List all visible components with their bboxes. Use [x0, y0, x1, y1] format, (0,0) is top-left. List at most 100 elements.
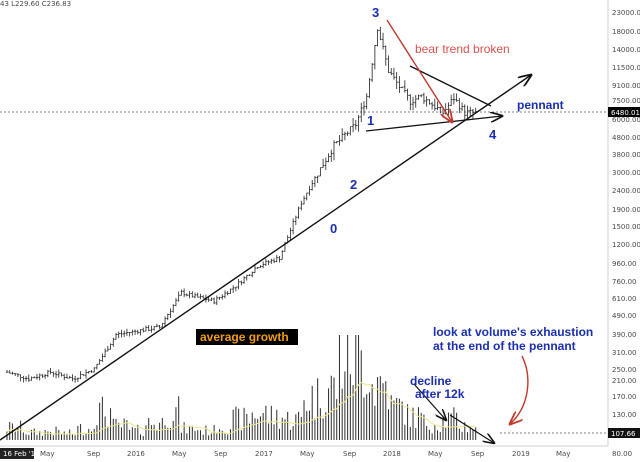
time-tick: Sep	[471, 450, 485, 458]
time-tick: 16 Feb '15	[3, 450, 40, 458]
volume-ma-line	[6, 382, 476, 435]
price-bar	[291, 218, 295, 235]
price-tick: 310.00	[612, 349, 637, 357]
price-tick: 3800.00	[612, 151, 640, 159]
price-bar	[35, 373, 39, 380]
wave-label-1: 1	[367, 113, 374, 128]
wave-label-4: 4	[489, 127, 497, 142]
price-bar	[27, 374, 30, 382]
price-bar	[73, 375, 77, 383]
price-bar	[177, 291, 180, 302]
price-bar	[199, 293, 202, 300]
price-tick: 210.00	[612, 377, 637, 385]
price-bar	[357, 114, 360, 132]
price-bar	[166, 313, 169, 321]
price-bar	[469, 106, 472, 117]
price-bar	[147, 325, 150, 332]
price-bar	[188, 291, 191, 299]
time-tick: May	[172, 450, 186, 458]
price-bar	[114, 332, 118, 340]
price-bar	[103, 348, 107, 358]
price-bar	[346, 131, 349, 137]
price-tick: 250.00	[612, 366, 637, 374]
price-bar	[117, 331, 120, 339]
price-bar	[390, 68, 393, 76]
price-bar	[403, 80, 407, 93]
price-bar	[248, 274, 251, 276]
price-bar	[237, 278, 240, 290]
price-bar	[425, 96, 428, 107]
price-bar	[215, 295, 219, 306]
price-bar	[316, 175, 319, 183]
price-bar	[150, 325, 153, 333]
wave-label-3: 3	[372, 5, 379, 20]
price-bar	[180, 289, 183, 296]
price-bar	[327, 153, 330, 163]
price-bar	[278, 255, 281, 263]
volume-layer	[6, 335, 477, 440]
price-bar	[409, 94, 412, 111]
price-bar	[335, 141, 338, 144]
price-bar	[196, 292, 199, 298]
price-bar	[240, 280, 243, 286]
price-bar	[305, 192, 308, 201]
price-bar	[370, 63, 374, 82]
price-tick: 7500.00	[612, 97, 640, 105]
price-bar	[33, 376, 36, 379]
price-bar	[136, 329, 139, 335]
decline-label-line2: after 12k	[415, 387, 465, 401]
price-bar	[174, 298, 178, 307]
time-tick: Sep	[214, 450, 228, 458]
price-bar	[71, 374, 74, 382]
bear-trend-arrow	[386, 19, 452, 122]
price-tick: 1900.00	[612, 206, 640, 214]
decline-label-line1: decline	[410, 374, 452, 388]
price-bar	[163, 316, 167, 328]
price-bar	[223, 290, 227, 299]
price-bar	[212, 297, 216, 305]
decline-arrow-2	[449, 414, 494, 443]
pennant-upper-line	[409, 65, 492, 107]
price-bar	[414, 95, 417, 108]
time-tick: 2017	[255, 450, 273, 458]
price-bar	[387, 55, 390, 74]
price-bar	[19, 374, 22, 382]
price-bar	[400, 86, 404, 89]
price-bar	[234, 286, 238, 292]
price-bar	[13, 373, 17, 377]
price-bar	[106, 345, 110, 352]
time-tick: May	[40, 450, 54, 458]
price-bar	[439, 106, 442, 114]
price-bar	[172, 304, 175, 313]
price-bar	[259, 265, 262, 268]
price-bar	[275, 255, 278, 263]
volume-note-line1: look at volume's exhaustion	[433, 325, 593, 339]
price-bar	[128, 332, 131, 337]
pennant-lower-line	[365, 116, 502, 132]
volume-note-line2: at the end of the pennant	[433, 339, 576, 353]
price-bar	[398, 76, 401, 93]
price-bar	[169, 308, 172, 318]
price-bar	[308, 185, 311, 196]
price-bar	[221, 294, 224, 300]
price-tick: 4800.00	[612, 134, 640, 142]
header-fragment: 43 L229.60 C236.83	[0, 0, 71, 8]
price-bar	[109, 343, 112, 350]
price-tick: 960.00	[612, 260, 637, 268]
price-tick: 23000.00	[612, 9, 640, 17]
price-bar	[264, 258, 268, 267]
price-bar	[324, 157, 328, 171]
time-tick: May	[428, 450, 442, 458]
price-bar	[354, 119, 357, 130]
price-tick: 130.00	[612, 411, 637, 419]
price-bar	[300, 200, 303, 211]
price-tick: 1500.00	[612, 223, 640, 231]
price-bar	[120, 329, 123, 338]
price-bar	[68, 375, 71, 379]
price-bar	[133, 329, 137, 335]
price-bar	[193, 292, 197, 299]
price-bar	[185, 293, 189, 297]
price-bar	[158, 325, 161, 329]
price-bar	[38, 373, 41, 381]
